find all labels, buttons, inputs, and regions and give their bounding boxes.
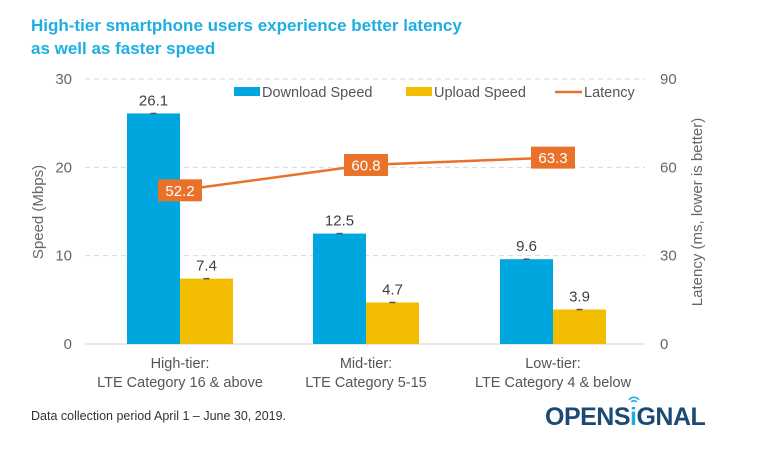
y-tick-label: 0 [64, 336, 72, 353]
bars: 26.1 7.4 12.5 4.7 9.6 3.9 [127, 92, 606, 344]
logo-text-prefix: OPENS [545, 403, 631, 431]
y2-tick-label: 0 [660, 336, 668, 353]
latency-line: 52.2 60.8 63.3 [158, 146, 575, 202]
category-label-line-2: LTE Category 4 & below [475, 375, 632, 391]
chart-title-line-2: as well as faster speed [31, 39, 216, 58]
y-axis-title: Speed (Mbps) [30, 165, 47, 259]
legend-label-latency: Latency [584, 85, 636, 101]
wifi-signal-icon [628, 396, 640, 403]
y-tick-label: 20 [55, 159, 72, 176]
latency-data-label: 52.2 [165, 183, 194, 200]
latency-label-box [158, 179, 202, 202]
legend-label-upload: Upload Speed [434, 85, 526, 101]
logo-text-suffix: GNAL [636, 403, 706, 431]
y-axis-left: 0 10 20 30 [55, 71, 72, 353]
data-label-download: 26.1 [139, 92, 168, 109]
y2-axis-title: Latency (ms, lower is better) [689, 118, 706, 306]
latency-label-box [344, 153, 388, 176]
category-label-line-1: Low-tier: [525, 356, 581, 372]
footnote: Data collection period April 1 – June 30… [31, 409, 287, 423]
data-label-upload: 3.9 [569, 289, 590, 306]
latency-data-label: 63.3 [538, 150, 567, 167]
data-label-upload: 4.7 [382, 281, 403, 298]
bar-download [313, 233, 366, 344]
latency-label-box [531, 146, 575, 169]
category-labels: High-tier: LTE Category 16 & above Mid-tie… [97, 356, 631, 391]
bar-upload [180, 278, 233, 344]
logo-i: i [628, 396, 640, 431]
opensignal-logo: OPENS iGNAL [545, 396, 706, 432]
bar-download [127, 113, 180, 344]
legend-swatch-download [234, 87, 260, 96]
data-label-upload: 7.4 [196, 258, 217, 275]
legend-swatch-upload [406, 87, 432, 96]
chart-title: High-tier smartphone users experience be… [31, 14, 631, 60]
y-tick-label: 10 [55, 248, 72, 265]
bar-upload [366, 302, 419, 344]
category-label-line-2: LTE Category 5-15 [305, 375, 426, 391]
legend-label-download: Download Speed [262, 85, 372, 101]
chart-title-line-1: High-tier smartphone users experience be… [31, 16, 462, 35]
y-tick-label: 30 [55, 71, 72, 88]
category-label-line-2: LTE Category 16 & above [97, 375, 263, 391]
category-label-line-1: High-tier: [151, 356, 210, 372]
y2-tick-label: 30 [660, 248, 677, 265]
y2-tick-label: 90 [660, 71, 677, 88]
legend: Download Speed Upload Speed Latency [234, 85, 636, 101]
category-label-line-1: Mid-tier: [340, 356, 392, 372]
y-axis-right: 0 30 60 90 [660, 71, 677, 353]
latency-data-label: 60.8 [351, 157, 380, 174]
data-label-download: 9.6 [516, 238, 537, 255]
bar-download [500, 259, 553, 344]
y2-tick-label: 60 [660, 159, 677, 176]
bar-upload [553, 309, 606, 344]
data-label-download: 12.5 [325, 213, 354, 230]
